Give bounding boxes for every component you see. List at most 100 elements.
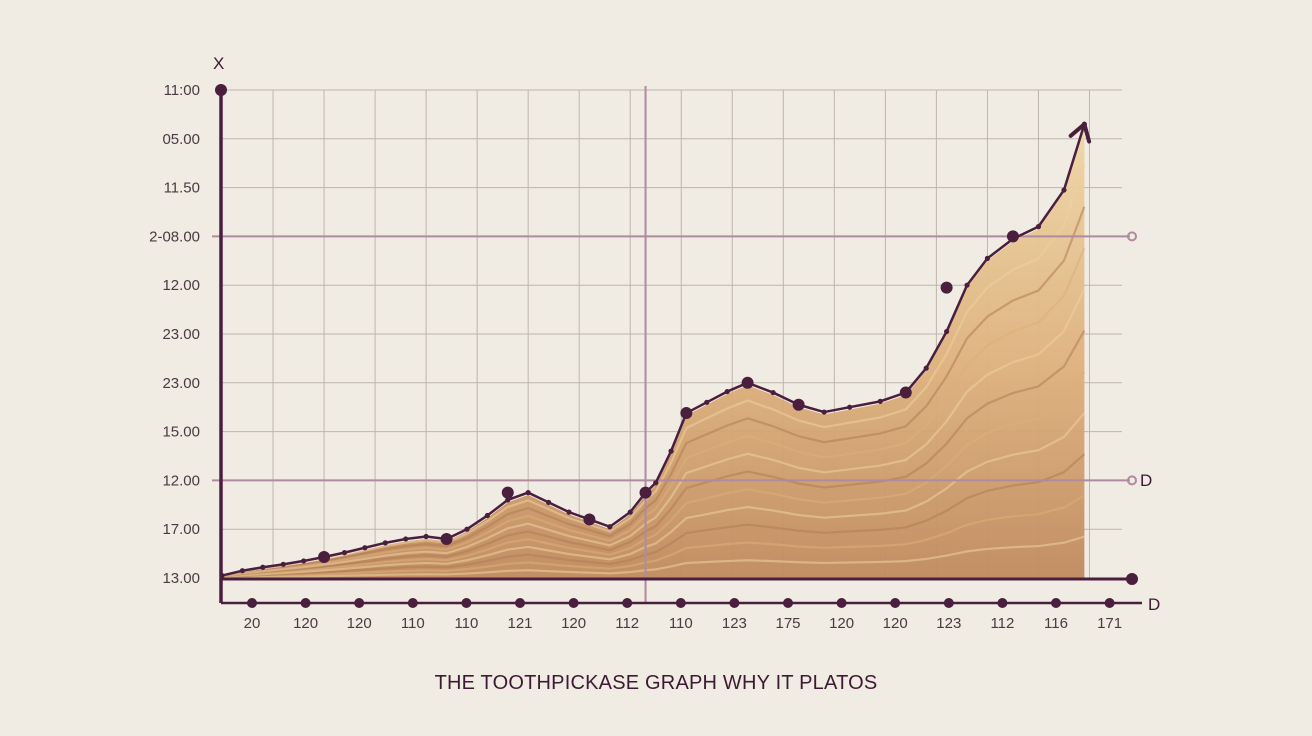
series-point (566, 509, 572, 515)
chart-caption: THE TOOTHPICKASE GRAPH WHY IT PLATOS (434, 672, 878, 694)
series-point (505, 497, 511, 503)
reference-line-end-marker (1127, 231, 1137, 242)
series-point (653, 480, 659, 486)
x-axis-tick-dot (354, 598, 365, 608)
x-axis-tick-dot (729, 598, 740, 608)
x-axis-tick-dot (407, 598, 418, 608)
y-tick-label: 15.00 (162, 424, 200, 441)
series-marker (899, 386, 912, 399)
series-point (484, 512, 490, 519)
x-axis-tick-dot (943, 598, 954, 608)
series-point (668, 448, 674, 454)
series-point (219, 572, 225, 579)
y-tick-label: 05.00 (162, 131, 200, 148)
area-streak (220, 247, 1086, 578)
series-marker (639, 486, 652, 499)
series-point (984, 255, 991, 261)
series-marker (440, 532, 453, 545)
series-marker (792, 398, 805, 411)
area-streak (220, 412, 1086, 579)
area-fill (220, 126, 1086, 579)
series-point (877, 398, 883, 404)
series-point (1035, 224, 1042, 230)
series-point (525, 490, 531, 496)
series-point (301, 558, 307, 564)
series-point (847, 404, 853, 410)
x-axis-tick-dot (247, 598, 257, 608)
axis-letter-top: X (213, 54, 224, 73)
x-tick-label: 112 (615, 615, 639, 632)
x-tick-label: 121 (507, 615, 532, 632)
y-tick-label: 11.50 (164, 180, 200, 197)
axis-letter-right-top: D (1140, 471, 1152, 490)
area-streak (220, 206, 1086, 578)
area-streak (220, 371, 1086, 578)
x-tick-label: 120 (829, 615, 854, 632)
series-point (923, 365, 929, 371)
y-tick-label: 2-08.00 (149, 228, 200, 245)
baseline-end-marker (1126, 573, 1138, 585)
series-point (1061, 187, 1067, 193)
x-axis-tick-dot (300, 598, 311, 608)
series-marker (940, 281, 953, 294)
area-fill-shape (222, 126, 1085, 578)
y-tick-label: 12.00 (162, 472, 200, 489)
x-axis-tick-dot (515, 598, 525, 608)
x-tick-label: 171 (1097, 615, 1122, 632)
area-streak (220, 329, 1086, 578)
x-tick-label: 110 (454, 615, 478, 632)
series-marker (1006, 230, 1019, 243)
series-arrow-head (1068, 122, 1092, 144)
x-tick-label: 110 (669, 615, 693, 632)
y-tick-label: 12.00 (162, 277, 200, 294)
axis-letter-right-bottom: D (1148, 595, 1160, 614)
series-point (423, 533, 429, 540)
area-streak (220, 288, 1086, 578)
x-tick-label: 116 (1044, 615, 1068, 632)
x-axis-tick-dot (890, 598, 901, 608)
reference-lines (212, 86, 1137, 604)
series-point (403, 536, 409, 542)
x-axis-tick-dot (1104, 598, 1115, 608)
x-tick-label: 175 (775, 615, 800, 632)
x-tick-label: 110 (401, 615, 425, 632)
y-tick-label: 23.00 (162, 326, 200, 343)
y-tick-label: 11:00 (164, 82, 200, 99)
y-tick-label: 23.00 (162, 375, 200, 392)
series-marker (741, 376, 754, 389)
area-streak (220, 453, 1086, 579)
series-point (724, 388, 730, 395)
x-axis-tick-dot (997, 598, 1008, 608)
x-tick-label: 20 (244, 615, 261, 632)
series-polyline (221, 123, 1086, 577)
series-marker (501, 486, 514, 499)
series-point (260, 564, 266, 570)
y-tick-labels: 11:00 05.00 11.50 2-08.00 12.00 23.00 23.00 15.… (149, 82, 200, 587)
area-streak (220, 494, 1085, 579)
series-point (944, 328, 950, 335)
series-point (704, 399, 710, 405)
reference-line-end-marker (1127, 475, 1137, 486)
x-tick-label: 123 (722, 615, 747, 632)
series-point (341, 550, 348, 556)
y-tick-label: 13.00 (162, 570, 200, 587)
x-axis-tick-dot (461, 598, 472, 608)
x-axis-tick-dot (836, 598, 847, 608)
y-axis-top-marker (215, 84, 227, 96)
x-axis-tick-dot (568, 598, 579, 608)
x-axis-tick-dot (622, 598, 633, 608)
x-tick-labels: 20 120 120 110 110 121 120 112 110 123 175 120 120 12… (244, 615, 1122, 632)
series-marker (318, 551, 331, 564)
series-point (964, 282, 970, 288)
x-tick-label: 120 (347, 615, 372, 632)
series-point (362, 545, 368, 551)
area-streak (220, 535, 1085, 579)
x-axis-tick-dot (1051, 598, 1061, 608)
series-point (821, 409, 827, 415)
series-point (770, 389, 776, 396)
y-tick-label: 17.00 (162, 521, 200, 538)
series-point (627, 509, 633, 515)
x-axis-tick-dot (783, 598, 793, 608)
series-point (239, 568, 246, 574)
